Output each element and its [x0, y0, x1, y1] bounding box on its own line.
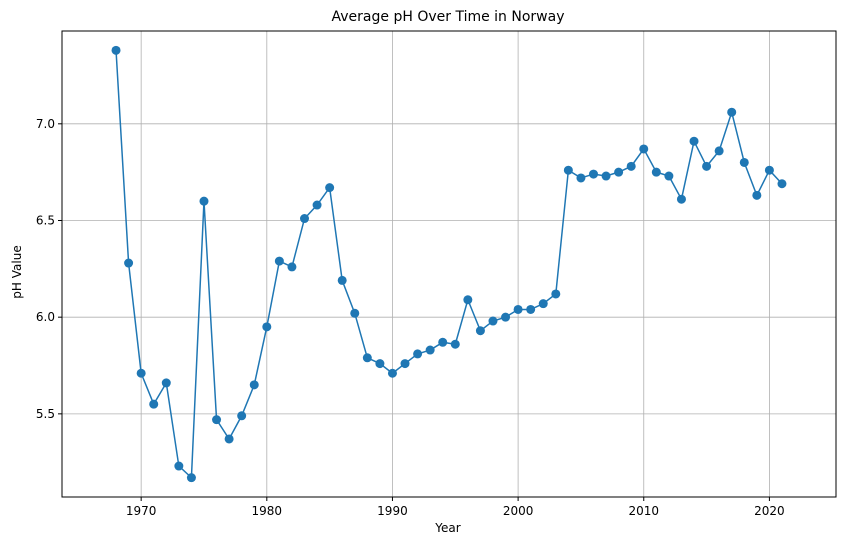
- data-point: [526, 304, 536, 314]
- data-point: [488, 316, 498, 326]
- data-point: [764, 165, 774, 175]
- data-point: [513, 304, 523, 314]
- data-point: [300, 214, 310, 224]
- x-axis: 1970 1980 1990 2000 2010 2020: [126, 497, 785, 518]
- data-point: [111, 45, 121, 55]
- x-tick-label: 2010: [628, 504, 659, 518]
- data-point: [237, 411, 247, 421]
- data-point: [664, 171, 674, 181]
- data-point: [702, 161, 712, 171]
- data-point: [413, 349, 423, 359]
- data-point: [714, 146, 724, 156]
- data-point: [325, 183, 335, 193]
- data-point: [212, 415, 222, 425]
- data-point: [262, 322, 272, 332]
- chart-title: Average pH Over Time in Norway: [332, 9, 565, 25]
- data-point: [588, 169, 598, 179]
- data-point: [425, 345, 435, 355]
- y-axis-label: pH Value: [10, 245, 24, 298]
- data-point: [186, 473, 196, 483]
- y-tick-label: 6.5: [36, 213, 55, 227]
- data-point: [438, 337, 448, 347]
- y-tick-label: 5.5: [36, 407, 55, 421]
- x-tick-label: 2020: [754, 504, 785, 518]
- data-point: [752, 190, 762, 200]
- data-point: [576, 173, 586, 183]
- data-point: [501, 312, 511, 322]
- data-point: [551, 289, 561, 299]
- data-point: [199, 196, 209, 206]
- data-point: [727, 107, 737, 117]
- x-tick-label: 2000: [503, 504, 534, 518]
- data-point: [651, 167, 661, 177]
- x-axis-label: Year: [434, 521, 460, 535]
- data-point: [161, 378, 171, 388]
- data-point: [149, 399, 159, 409]
- data-point: [614, 167, 624, 177]
- data-point: [463, 295, 473, 305]
- plot-frame: [61, 30, 837, 498]
- data-point: [538, 299, 548, 309]
- data-point: [287, 262, 297, 272]
- data-point: [224, 434, 234, 444]
- y-tick-label: 7.0: [36, 117, 55, 131]
- data-point: [450, 339, 460, 349]
- data-point: [362, 353, 372, 363]
- data-point: [626, 161, 636, 171]
- data-point: [777, 179, 787, 189]
- data-point: [676, 194, 686, 204]
- y-tick-label: 6.0: [36, 310, 55, 324]
- data-point: [689, 136, 699, 146]
- data-point: [563, 165, 573, 175]
- x-tick-label: 1990: [377, 504, 408, 518]
- data-point: [274, 256, 284, 266]
- data-point: [387, 368, 397, 378]
- data-point: [174, 461, 184, 471]
- data-point: [350, 308, 360, 318]
- data-point: [249, 380, 259, 390]
- data-point: [601, 171, 611, 181]
- grid: [62, 31, 836, 497]
- data-point: [124, 258, 134, 268]
- data-point: [312, 200, 322, 210]
- data-point: [475, 326, 485, 336]
- x-tick-label: 1980: [252, 504, 283, 518]
- data-point: [739, 157, 749, 167]
- x-tick-label: 1970: [126, 504, 157, 518]
- data-point: [400, 359, 410, 369]
- data-point: [375, 359, 385, 369]
- plot-area: [111, 45, 787, 483]
- data-point: [337, 275, 347, 285]
- data-point: [136, 368, 146, 378]
- y-axis: 5.5 6.0 6.5 7.0: [36, 117, 62, 421]
- data-point: [639, 144, 649, 154]
